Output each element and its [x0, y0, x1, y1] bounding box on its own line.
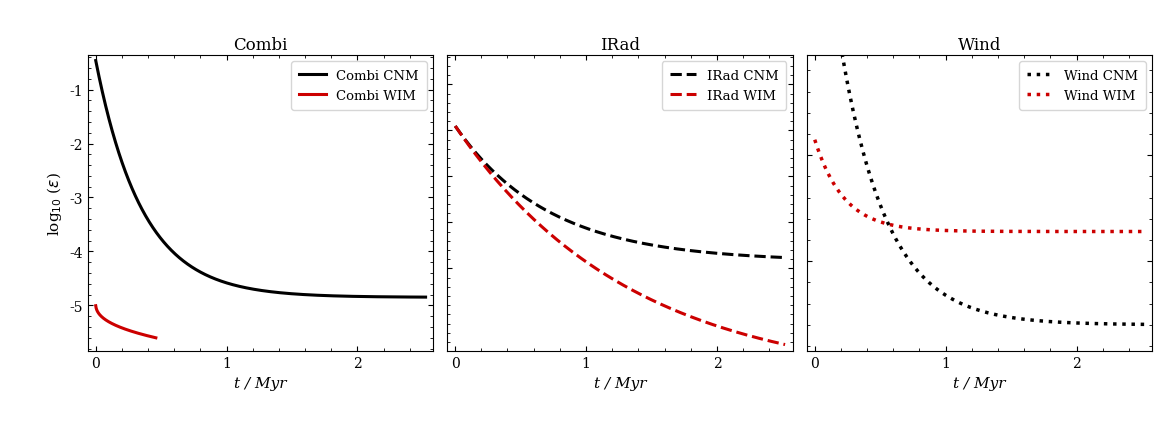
Y-axis label: log$_{10}$ ($\epsilon$): log$_{10}$ ($\epsilon$) — [44, 172, 63, 235]
X-axis label: t / Myr: t / Myr — [954, 376, 1006, 390]
X-axis label: t / Myr: t / Myr — [234, 376, 287, 390]
Legend: Wind CNM, Wind WIM: Wind CNM, Wind WIM — [1019, 62, 1145, 110]
X-axis label: t / Myr: t / Myr — [594, 376, 646, 390]
Legend: IRad CNM, IRad WIM: IRad CNM, IRad WIM — [662, 62, 786, 110]
Title: IRad: IRad — [600, 37, 640, 54]
Title: Combi: Combi — [233, 37, 288, 54]
Legend: Combi CNM, Combi WIM: Combi CNM, Combi WIM — [291, 62, 427, 110]
Title: Wind: Wind — [958, 37, 1002, 54]
